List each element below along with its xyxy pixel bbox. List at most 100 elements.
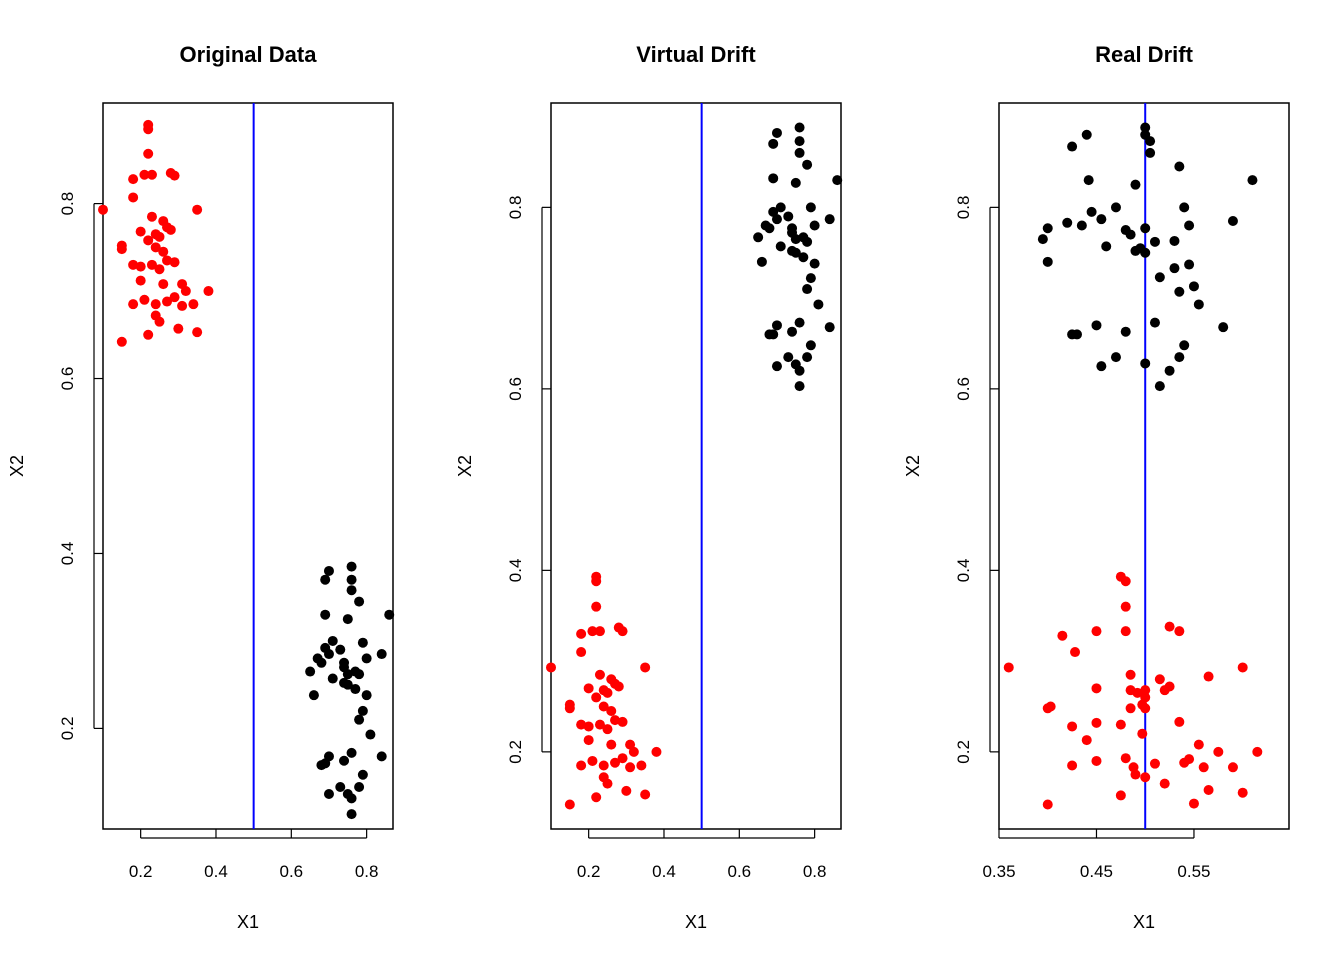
data-point xyxy=(173,323,184,334)
data-point xyxy=(1067,721,1078,732)
x-tick-label: 0.35 xyxy=(982,862,1015,881)
data-point xyxy=(1042,703,1053,714)
data-point xyxy=(1149,317,1160,328)
data-point xyxy=(154,316,165,327)
data-point xyxy=(339,755,350,766)
data-point xyxy=(1140,358,1151,369)
data-point xyxy=(576,647,587,658)
data-point xyxy=(354,782,365,793)
y-axis-label: X2 xyxy=(455,455,475,477)
data-point xyxy=(1062,217,1073,228)
data-point xyxy=(768,138,779,149)
data-point xyxy=(1067,329,1078,340)
data-point xyxy=(583,683,594,694)
data-point xyxy=(1067,760,1078,771)
data-point xyxy=(783,211,794,222)
data-point xyxy=(323,565,334,576)
data-point xyxy=(1227,215,1238,226)
data-point xyxy=(1169,235,1180,246)
x-tick-label: 0.6 xyxy=(727,862,751,881)
data-point xyxy=(1130,769,1141,780)
data-point xyxy=(1247,175,1258,186)
data-point xyxy=(576,760,587,771)
data-point xyxy=(146,259,157,270)
data-point xyxy=(598,701,609,712)
x-axis-label: X1 xyxy=(685,912,707,932)
data-point xyxy=(1174,286,1185,297)
data-point xyxy=(1159,778,1170,789)
data-point xyxy=(1003,662,1014,673)
y-tick-label: 0.8 xyxy=(58,192,77,216)
data-point xyxy=(346,793,357,804)
data-point xyxy=(636,760,647,771)
data-point xyxy=(342,614,353,625)
data-point xyxy=(802,159,813,170)
data-point xyxy=(346,561,357,572)
data-point xyxy=(1070,647,1081,658)
data-point xyxy=(169,170,180,181)
data-point xyxy=(376,751,387,762)
data-point xyxy=(628,746,639,757)
data-point xyxy=(1184,220,1195,231)
data-point xyxy=(1164,365,1175,376)
data-point xyxy=(576,719,587,730)
x-tick-label: 0.6 xyxy=(279,862,303,881)
data-point xyxy=(1096,214,1107,225)
y-tick-label: 0.2 xyxy=(506,740,525,764)
data-point xyxy=(158,246,169,257)
panel-virtual-drift: Virtual Drift X1 X2 0.2 0.4 0.6 0.8 0.2 0.4 0.… xyxy=(455,42,843,932)
data-point xyxy=(783,352,794,363)
data-point xyxy=(1184,754,1195,765)
plot-title: Virtual Drift xyxy=(636,42,756,67)
data-point xyxy=(564,703,575,714)
data-point xyxy=(320,758,331,769)
data-point xyxy=(146,169,157,180)
data-point xyxy=(787,326,798,337)
data-point xyxy=(1203,784,1214,795)
data-point xyxy=(1057,630,1068,641)
data-point xyxy=(146,211,157,222)
data-point xyxy=(335,644,346,655)
y-axis-label: X2 xyxy=(7,455,27,477)
data-point xyxy=(1145,136,1156,147)
data-point xyxy=(768,173,779,184)
data-point xyxy=(150,299,161,310)
data-point xyxy=(1237,662,1248,673)
data-point xyxy=(824,322,835,333)
data-point xyxy=(1193,299,1204,310)
data-point xyxy=(621,785,632,796)
data-point xyxy=(1120,576,1131,587)
data-point xyxy=(143,235,154,246)
data-point xyxy=(192,204,203,215)
data-point xyxy=(640,789,651,800)
data-point xyxy=(1169,263,1180,274)
y-tick-label: 0.2 xyxy=(58,717,77,741)
data-point xyxy=(613,681,624,692)
data-point xyxy=(305,666,316,677)
data-point xyxy=(1149,758,1160,769)
data-point xyxy=(376,649,387,660)
plot-frame xyxy=(550,102,842,830)
data-point xyxy=(139,294,150,305)
data-point xyxy=(794,317,805,328)
data-point xyxy=(342,679,353,690)
data-point xyxy=(1086,206,1097,217)
data-point xyxy=(158,279,169,290)
data-point xyxy=(790,177,801,188)
data-point xyxy=(1091,626,1102,637)
data-point xyxy=(1179,202,1190,213)
data-point xyxy=(602,778,613,789)
data-point xyxy=(384,609,395,620)
data-point xyxy=(617,716,628,727)
data-point xyxy=(1081,129,1092,140)
data-point xyxy=(1120,326,1131,337)
data-point xyxy=(1115,790,1126,801)
data-point xyxy=(1042,799,1053,810)
data-point xyxy=(1213,746,1224,757)
data-point xyxy=(625,762,636,773)
data-point xyxy=(802,236,813,247)
data-point xyxy=(764,223,775,234)
data-point xyxy=(802,284,813,295)
data-point xyxy=(805,273,816,284)
